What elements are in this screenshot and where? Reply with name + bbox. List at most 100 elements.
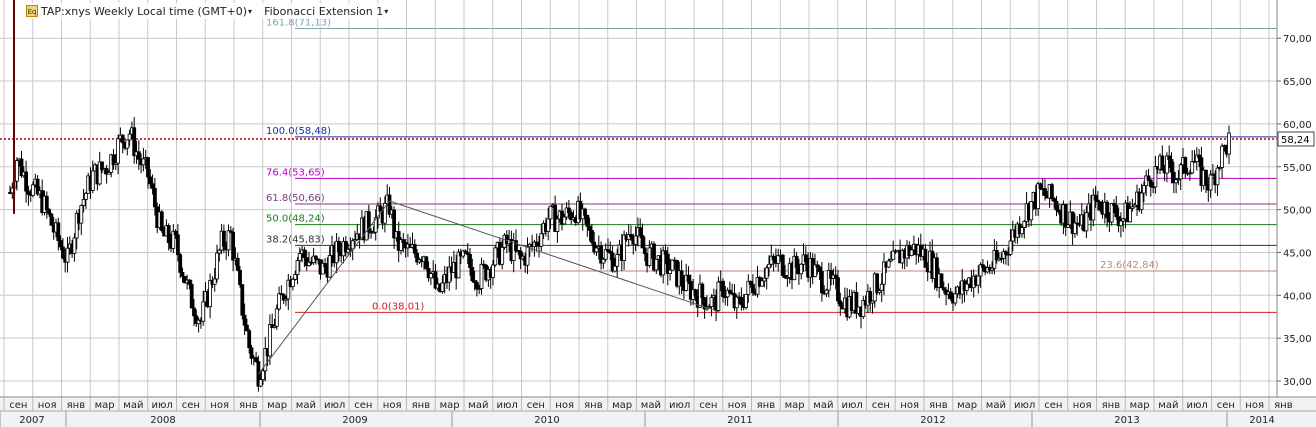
candle[interactable] xyxy=(1142,185,1146,194)
candle[interactable] xyxy=(477,288,482,290)
candle[interactable] xyxy=(97,161,102,185)
candle[interactable] xyxy=(178,254,183,273)
candle[interactable] xyxy=(776,255,781,264)
candle[interactable] xyxy=(964,283,969,291)
candle[interactable] xyxy=(935,257,939,288)
candle[interactable] xyxy=(826,270,831,291)
candle[interactable] xyxy=(424,256,429,269)
candle[interactable] xyxy=(249,347,254,359)
candle[interactable] xyxy=(1084,212,1089,232)
candle[interactable] xyxy=(295,260,300,275)
candle[interactable] xyxy=(941,287,946,291)
candle[interactable] xyxy=(746,280,751,295)
candle[interactable] xyxy=(1020,227,1024,235)
candle[interactable] xyxy=(491,264,495,278)
candle[interactable] xyxy=(978,264,983,277)
candle[interactable] xyxy=(1105,201,1109,219)
candle[interactable] xyxy=(1178,164,1183,180)
candle[interactable] xyxy=(376,205,380,219)
candle[interactable] xyxy=(1056,209,1061,213)
candle[interactable] xyxy=(1183,157,1188,174)
candle[interactable] xyxy=(401,239,406,243)
symbol-dropdown-arrow-icon[interactable]: ▾ xyxy=(248,6,253,16)
candle[interactable] xyxy=(679,270,684,286)
candle[interactable] xyxy=(173,230,178,236)
candle[interactable] xyxy=(799,263,804,275)
candle[interactable] xyxy=(258,379,263,387)
candle[interactable] xyxy=(120,134,125,144)
candle[interactable] xyxy=(739,296,744,306)
candle[interactable] xyxy=(534,241,539,246)
candle[interactable] xyxy=(875,273,879,293)
candle[interactable] xyxy=(47,209,51,215)
candle[interactable] xyxy=(606,249,610,252)
candle[interactable] xyxy=(707,306,712,309)
candle[interactable] xyxy=(336,240,341,253)
candle[interactable] xyxy=(709,297,714,308)
candle[interactable] xyxy=(307,261,311,266)
candle[interactable] xyxy=(279,293,284,296)
candle[interactable] xyxy=(304,257,309,266)
candle[interactable] xyxy=(608,250,613,254)
candle[interactable] xyxy=(212,278,217,285)
equity-icon[interactable]: Eq xyxy=(26,5,38,17)
candle[interactable] xyxy=(104,168,109,175)
candle[interactable] xyxy=(196,319,201,325)
candle[interactable] xyxy=(433,271,438,289)
candle[interactable] xyxy=(813,264,817,277)
candle[interactable] xyxy=(180,271,185,277)
candle[interactable] xyxy=(700,283,705,299)
candle[interactable] xyxy=(175,234,180,256)
candle[interactable] xyxy=(79,205,84,224)
candle[interactable] xyxy=(111,154,116,166)
candle[interactable] xyxy=(1197,154,1201,159)
candle[interactable] xyxy=(879,283,884,292)
candle[interactable] xyxy=(1043,188,1047,197)
candle[interactable] xyxy=(716,281,721,311)
candle[interactable] xyxy=(313,255,318,260)
candle[interactable] xyxy=(661,250,666,276)
candle[interactable] xyxy=(474,282,479,290)
candle[interactable] xyxy=(751,283,755,294)
candle[interactable] xyxy=(1171,171,1176,184)
candle[interactable] xyxy=(1075,222,1080,225)
candle[interactable] xyxy=(226,230,231,251)
candle[interactable] xyxy=(939,273,944,289)
candle[interactable] xyxy=(323,263,328,268)
candle[interactable] xyxy=(49,213,54,226)
candle[interactable] xyxy=(539,233,544,247)
candle[interactable] xyxy=(583,208,587,216)
candle[interactable] xyxy=(889,258,893,262)
candle[interactable] xyxy=(1004,251,1008,255)
candle[interactable] xyxy=(1220,145,1224,168)
candle[interactable] xyxy=(373,217,378,233)
candle[interactable] xyxy=(1098,201,1103,211)
candle[interactable] xyxy=(548,205,553,220)
candle[interactable] xyxy=(1066,224,1070,228)
candle[interactable] xyxy=(35,178,40,195)
candle[interactable] xyxy=(1153,166,1158,188)
candle[interactable] xyxy=(65,247,70,263)
candle[interactable] xyxy=(463,250,468,254)
study-selector[interactable]: Fibonacci Extension 1 xyxy=(264,4,384,18)
candle[interactable] xyxy=(1109,203,1114,223)
candle[interactable] xyxy=(1029,201,1034,221)
candle[interactable] xyxy=(152,188,157,208)
candle[interactable] xyxy=(261,370,265,381)
candle[interactable] xyxy=(247,330,252,349)
candle[interactable] xyxy=(1073,222,1077,234)
candle[interactable] xyxy=(953,293,958,304)
candle[interactable] xyxy=(585,214,590,227)
candle[interactable] xyxy=(281,294,286,301)
candle[interactable] xyxy=(267,324,272,357)
candle[interactable] xyxy=(877,290,882,293)
candle[interactable] xyxy=(447,266,452,283)
candle[interactable] xyxy=(794,255,799,268)
candle[interactable] xyxy=(1227,132,1231,155)
candle[interactable] xyxy=(1128,208,1132,223)
candle[interactable] xyxy=(343,241,348,253)
candle[interactable] xyxy=(14,160,19,182)
candle[interactable] xyxy=(415,252,420,263)
candle[interactable] xyxy=(1148,179,1153,187)
